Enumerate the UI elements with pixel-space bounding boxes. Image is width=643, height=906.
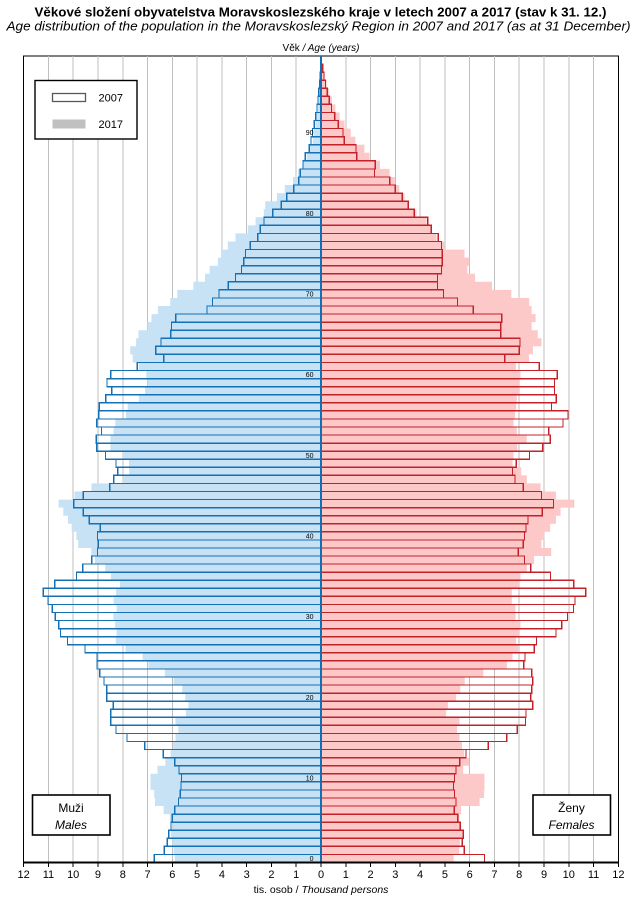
svg-text:Females: Females bbox=[548, 818, 594, 832]
svg-text:2007: 2007 bbox=[99, 93, 123, 105]
svg-text:tis. osob / Thousand persons: tis. osob / Thousand persons bbox=[254, 884, 390, 896]
svg-text:10: 10 bbox=[67, 869, 79, 881]
svg-text:0: 0 bbox=[318, 869, 324, 881]
svg-text:5: 5 bbox=[442, 869, 448, 881]
svg-text:7: 7 bbox=[491, 869, 497, 881]
svg-text:40: 40 bbox=[306, 534, 314, 541]
svg-text:30: 30 bbox=[306, 614, 314, 621]
svg-text:11: 11 bbox=[588, 869, 599, 881]
svg-text:2: 2 bbox=[367, 869, 373, 881]
svg-text:3: 3 bbox=[392, 869, 398, 881]
svg-text:1: 1 bbox=[343, 869, 349, 881]
svg-text:0: 0 bbox=[310, 856, 314, 863]
svg-text:5: 5 bbox=[194, 869, 200, 881]
svg-text:7: 7 bbox=[144, 869, 150, 881]
svg-text:60: 60 bbox=[306, 372, 314, 379]
svg-text:12: 12 bbox=[612, 869, 624, 881]
svg-text:9: 9 bbox=[541, 869, 547, 881]
svg-text:10: 10 bbox=[306, 775, 314, 782]
svg-text:10: 10 bbox=[563, 869, 575, 881]
svg-text:Věk / Age (years): Věk / Age (years) bbox=[283, 43, 360, 54]
svg-text:2017: 2017 bbox=[99, 119, 123, 131]
svg-text:8: 8 bbox=[120, 869, 126, 881]
svg-text:Věkové složení obyvatelstva M: Věkové složení obyvatelstva Moravskoslez… bbox=[35, 6, 607, 20]
svg-text:4: 4 bbox=[219, 869, 225, 881]
svg-text:4: 4 bbox=[417, 869, 423, 881]
svg-text:2: 2 bbox=[268, 869, 274, 881]
svg-text:70: 70 bbox=[306, 292, 314, 299]
svg-text:90: 90 bbox=[306, 130, 314, 137]
svg-text:Ženy: Ženy bbox=[558, 800, 585, 815]
svg-text:6: 6 bbox=[467, 869, 473, 881]
svg-text:9: 9 bbox=[95, 869, 101, 881]
svg-text:50: 50 bbox=[306, 453, 314, 460]
svg-text:Males: Males bbox=[55, 818, 87, 832]
svg-text:Age distribution of the popu: Age distribution of the population in th… bbox=[5, 20, 630, 34]
svg-text:80: 80 bbox=[306, 211, 314, 218]
svg-text:Muži: Muži bbox=[58, 801, 83, 815]
svg-text:11: 11 bbox=[43, 869, 54, 881]
svg-text:3: 3 bbox=[244, 869, 250, 881]
svg-text:12: 12 bbox=[18, 869, 30, 881]
svg-text:20: 20 bbox=[306, 695, 314, 702]
svg-text:6: 6 bbox=[169, 869, 175, 881]
svg-text:1: 1 bbox=[293, 869, 299, 881]
svg-text:8: 8 bbox=[516, 869, 522, 881]
